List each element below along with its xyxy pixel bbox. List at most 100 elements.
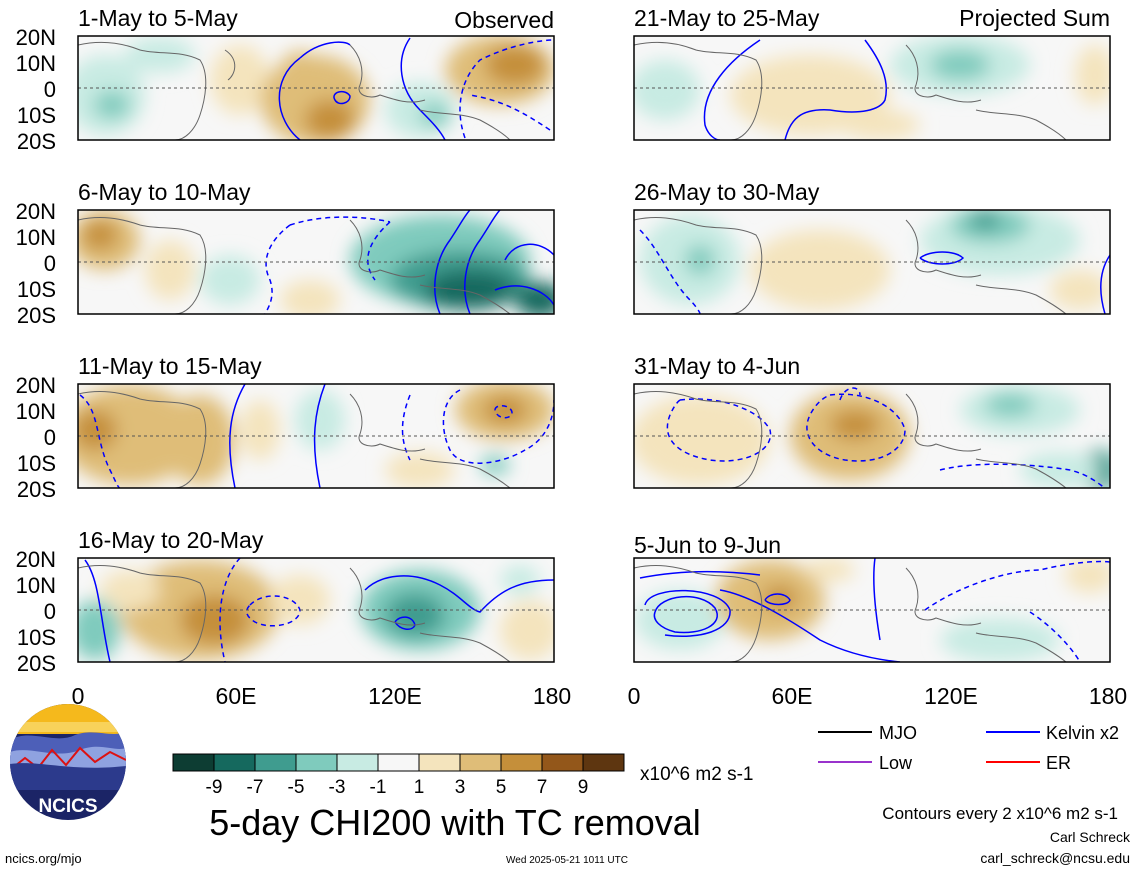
panel-right-2 (633, 209, 1111, 315)
lat-label: 10N (16, 51, 56, 76)
timestamp: Wed 2025-05-21 1011 UTC (506, 855, 628, 866)
land-outlines (78, 217, 511, 314)
kelvin-contours (639, 229, 1110, 314)
colorbar-swatch (500, 753, 543, 772)
colorbar-tick-label: -3 (329, 777, 346, 798)
colorbar-swatch (254, 753, 297, 772)
colorbar-swatch (336, 753, 379, 772)
lat-label: 0 (44, 425, 56, 450)
panel-left-2 (77, 209, 555, 315)
colorbar-tick-label: -5 (288, 777, 305, 798)
colorbar-tick-label: -1 (370, 777, 387, 798)
panel-right-1-title: 21-May to 25-May (634, 5, 820, 31)
panel-left-3 (77, 383, 555, 489)
legend-low-label: Low (879, 753, 913, 773)
land-outlines (634, 565, 1067, 662)
lat-label: 10S (17, 625, 56, 650)
lat-label: 10S (17, 451, 56, 476)
lat-label: 20N (16, 199, 56, 224)
kelvin-contours (264, 210, 554, 314)
panel-right-3-title: 31-May to 4-Jun (634, 353, 800, 379)
land-outlines (634, 391, 1067, 488)
panel-left-3-title: 11-May to 15-May (78, 353, 262, 379)
colorbar-tick-label: -7 (247, 777, 264, 798)
panel-left-4-title: 16-May to 20-May (78, 527, 264, 553)
lat-label: 20N (16, 373, 56, 398)
lat-label: 20S (17, 477, 56, 502)
lat-label: 20N (16, 25, 56, 50)
legend-er-label: ER (1046, 753, 1071, 773)
line-legend: MJO Kelvin x2 Low ER (818, 723, 1119, 773)
panel-right-3 (633, 383, 1111, 489)
lon-label: 120E (924, 683, 978, 709)
lat-label: 0 (44, 599, 56, 624)
land-outlines (78, 565, 511, 662)
lat-label: 20S (17, 129, 56, 154)
main-title: 5-day CHI200 with TC removal (209, 802, 701, 843)
panel-left-1-tag: Observed (454, 7, 554, 33)
kelvin-contours (666, 387, 1106, 488)
panel-left-4 (77, 557, 555, 663)
kelvin-contours (79, 384, 554, 488)
logo-text: NCICS (38, 796, 97, 817)
colorbar: -9 -7 -5 -3 -1 1 3 5 7 9 (172, 753, 625, 798)
colorbar-swatch (213, 753, 256, 772)
lon-label: 0 (628, 683, 641, 709)
colorbar-tick-label: 1 (414, 777, 425, 798)
anomaly-field (640, 210, 1110, 310)
anomaly-field (634, 36, 1110, 140)
lat-label: 20N (16, 547, 56, 572)
colorbar-tick-label: 9 (578, 777, 589, 798)
lat-label: 10S (17, 103, 56, 128)
author-email: carl_schreck@ncsu.edu (980, 850, 1130, 866)
lon-label: 120E (368, 683, 422, 709)
lon-axis-left: 0 60E 120E 180 (72, 683, 572, 709)
kelvin-contours (84, 558, 554, 662)
lat-label: 10N (16, 399, 56, 424)
colorbar-swatch (377, 753, 420, 772)
lat-label: 10N (16, 573, 56, 598)
land-outlines (634, 41, 1067, 140)
lon-axis-right: 0 60E 120E 180 (628, 683, 1128, 709)
colorbar-swatch (418, 753, 461, 772)
colorbar-swatch (295, 753, 338, 772)
panel-right-4-title: 5-Jun to 9-Jun (634, 532, 781, 558)
panel-left-1 (77, 35, 555, 141)
lat-axis-row-1: 20N 10N 0 10S 20S (16, 25, 56, 154)
lon-label: 0 (72, 683, 85, 709)
land-outlines (634, 217, 1067, 314)
ncics-logo: NCICS (10, 704, 126, 820)
author-name: Carl Schreck (1050, 829, 1131, 845)
colorbar-swatch (459, 753, 502, 772)
lat-axis-row-2: 20N 10N 0 10S 20S (16, 199, 56, 328)
lon-label: 180 (1089, 683, 1127, 709)
lon-label: 180 (533, 683, 571, 709)
colorbar-tick-label: 7 (537, 777, 548, 798)
lat-label: 20S (17, 651, 56, 676)
contour-note: Contours every 2 x10^6 m2 s-1 (882, 804, 1118, 823)
lat-label: 10S (17, 277, 56, 302)
colorbar-tick-label: -9 (206, 777, 223, 798)
panel-left-1-title: 1-May to 5-May (78, 5, 238, 31)
lat-label: 10N (16, 225, 56, 250)
lat-label: 20S (17, 303, 56, 328)
colorbar-swatch (172, 753, 215, 772)
lon-label: 60E (772, 683, 813, 709)
site-link[interactable]: ncics.org/mjo (5, 851, 82, 866)
colorbar-units: x10^6 m2 s-1 (640, 764, 753, 785)
panel-right-4 (633, 557, 1111, 663)
colorbar-swatch (541, 753, 584, 772)
panel-left-2-title: 6-May to 10-May (78, 179, 251, 205)
colorbar-tick-label: 3 (455, 777, 466, 798)
land-outlines (78, 41, 511, 140)
anomaly-field (78, 36, 554, 140)
panel-right-1-tag: Projected Sum (959, 5, 1110, 31)
legend-mjo-label: MJO (879, 723, 917, 743)
lat-label: 0 (44, 251, 56, 276)
kelvin-contours (639, 558, 1110, 662)
kelvin-contours (278, 37, 554, 140)
lat-axis-row-4: 20N 10N 0 10S 20S (16, 547, 56, 676)
lat-axis-row-3: 20N 10N 0 10S 20S (16, 373, 56, 502)
lon-label: 60E (216, 683, 257, 709)
